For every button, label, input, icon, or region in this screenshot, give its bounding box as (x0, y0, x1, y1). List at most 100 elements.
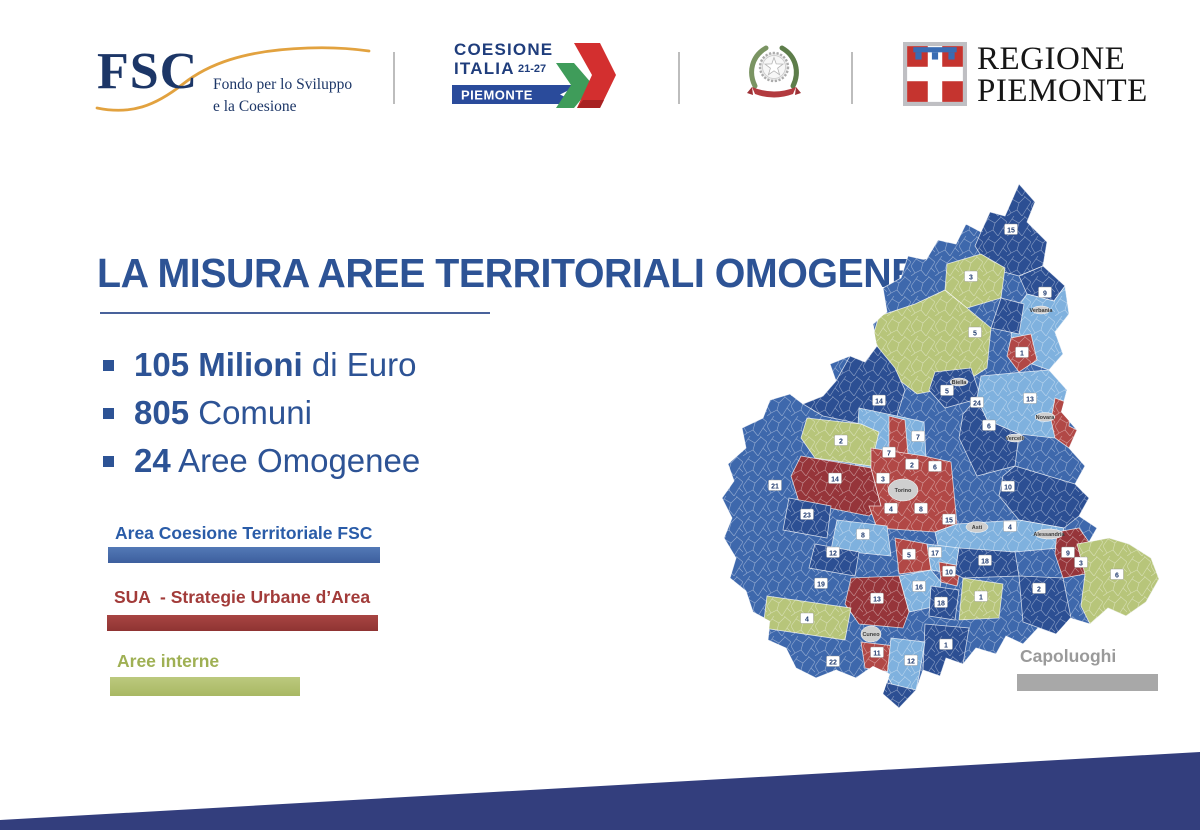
svg-text:18: 18 (981, 559, 989, 566)
bullet-icon (103, 407, 114, 419)
emblem-star-icon (763, 56, 785, 76)
capoluogo-area (965, 521, 989, 533)
area-number-label: 19 (814, 577, 828, 589)
fsc-acronym: FSC (97, 43, 199, 100)
fsc-logo: FSC Fondo per lo Sviluppo e la Coesione (93, 40, 393, 118)
capoluogo-label: Alessandria (1033, 532, 1065, 538)
svg-text:8: 8 (919, 507, 923, 514)
red-chevron-icon (574, 43, 616, 108)
page-title: LA MISURA AREE TERRITORIALI OMOGENEE (97, 250, 943, 296)
svg-text:15: 15 (1007, 228, 1015, 235)
svg-text:9: 9 (1043, 291, 1047, 298)
regione-piemonte-logo: REGIONE PIEMONTE (903, 42, 1148, 108)
area-number-label: 13 (1023, 392, 1037, 404)
svg-text:15: 15 (945, 518, 953, 525)
capoluogo-area (887, 478, 919, 502)
svg-text:5: 5 (945, 389, 949, 396)
capoluogo-label: Vercelli (1005, 436, 1025, 442)
coesione-line2-label: ITALIA (454, 59, 515, 78)
coesione-period-label: 21-27 (518, 63, 546, 75)
map-city-labels: Verbania Biella Novara Vercelli Torino Asti Al… (860, 305, 1066, 643)
piemonte-map: Verbania Biella Novara Vercelli Torino Asti Al… (718, 176, 1160, 716)
svg-text:21: 21 (771, 484, 779, 491)
map-region-patches (722, 184, 1159, 708)
regione-piemonte-label: REGIONE PIEMONTE (977, 41, 1148, 110)
area-number-label: 15 (942, 513, 956, 525)
svg-text:18: 18 (937, 601, 945, 608)
area-number-label: 9 (1061, 546, 1075, 558)
area-number-label: 5 (902, 548, 916, 560)
legend-label-aree-interne: Aree interne (117, 651, 220, 671)
legend-bar-aree-interne (110, 677, 300, 696)
area-number-label: 10 (1001, 480, 1015, 492)
capoluogo-area (1034, 412, 1056, 422)
svg-text:3: 3 (1079, 561, 1083, 568)
area-number-label: 8 (914, 502, 928, 514)
piemonte-map-svg: Verbania Biella Novara Vercelli Torino Asti Al… (721, 183, 1160, 709)
legend-bar-fsc (108, 547, 380, 563)
area-number-label: 16 (912, 580, 926, 592)
legend-label-capoluoghi: Capoluoghi (1020, 646, 1117, 666)
area-number-label: 3 (964, 270, 978, 282)
italy-emblem (740, 38, 808, 116)
list-item: 105 Milioni di Euro (103, 346, 420, 384)
area-number-label: 13 (870, 592, 884, 604)
svg-text:1: 1 (1020, 351, 1024, 358)
area-number-label: 12 (826, 546, 840, 558)
area-number-label: 7 (911, 430, 925, 442)
capoluogo-area (1005, 433, 1025, 443)
svg-text:3: 3 (969, 275, 973, 282)
area-number-label: 23 (800, 508, 814, 520)
svg-text:2: 2 (910, 463, 914, 470)
piemonte-banner (452, 85, 576, 104)
fsc-swoosh-icon (95, 46, 371, 112)
capoluogo-label: Novara (1036, 415, 1056, 421)
area-number-label: 7 (882, 446, 896, 458)
area-number-label: 1 (974, 590, 988, 602)
legend-bar-sua (107, 615, 378, 631)
svg-text:16: 16 (915, 585, 923, 592)
red-chevron-fold (577, 100, 604, 108)
area-number-label: 11 (870, 646, 884, 658)
svg-text:8: 8 (861, 533, 865, 540)
area-number-label: 10 (942, 565, 956, 577)
header-divider (851, 52, 853, 104)
svg-text:19: 19 (817, 582, 825, 589)
svg-text:5: 5 (907, 553, 911, 560)
svg-text:11: 11 (873, 651, 881, 658)
capoluogo-label: Torino (895, 488, 912, 494)
area-number-label: 8 (856, 528, 870, 540)
header-divider (393, 52, 395, 104)
svg-text:4: 4 (805, 617, 809, 624)
capoluogo-area (1034, 528, 1064, 540)
italy-emblem-svg (747, 45, 801, 98)
area-number-label: 6 (982, 419, 996, 431)
area-number-label: 4 (1003, 520, 1017, 532)
svg-text:13: 13 (873, 597, 881, 604)
capoluogo-label: Asti (972, 525, 983, 531)
svg-text:12: 12 (907, 659, 915, 666)
svg-text:9: 9 (1066, 551, 1070, 558)
capoluogo-label: Cuneo (862, 632, 880, 638)
piemonte-shield-icon (903, 42, 967, 106)
area-number-label: 15 (1004, 223, 1018, 235)
fsc-tagline: Fondo per lo Sviluppo e la Coesione (213, 76, 353, 116)
area-number-label: 4 (884, 502, 898, 514)
area-number-label: 14 (828, 472, 842, 484)
area-number-label: 24 (970, 396, 984, 408)
svg-text:10: 10 (945, 570, 953, 577)
svg-text:23: 23 (803, 513, 811, 520)
area-number-label: 14 (872, 394, 886, 406)
svg-text:5: 5 (973, 331, 977, 338)
shield-lambel (913, 47, 957, 53)
area-number-label: 6 (928, 460, 942, 472)
area-number-label: 17 (928, 546, 942, 558)
area-number-label: 2 (1032, 582, 1046, 594)
svg-text:12: 12 (829, 551, 837, 558)
svg-text:14: 14 (875, 399, 883, 406)
svg-text:4: 4 (1008, 525, 1012, 532)
svg-text:14: 14 (831, 477, 839, 484)
legend-bar-capoluoghi (1017, 674, 1158, 691)
